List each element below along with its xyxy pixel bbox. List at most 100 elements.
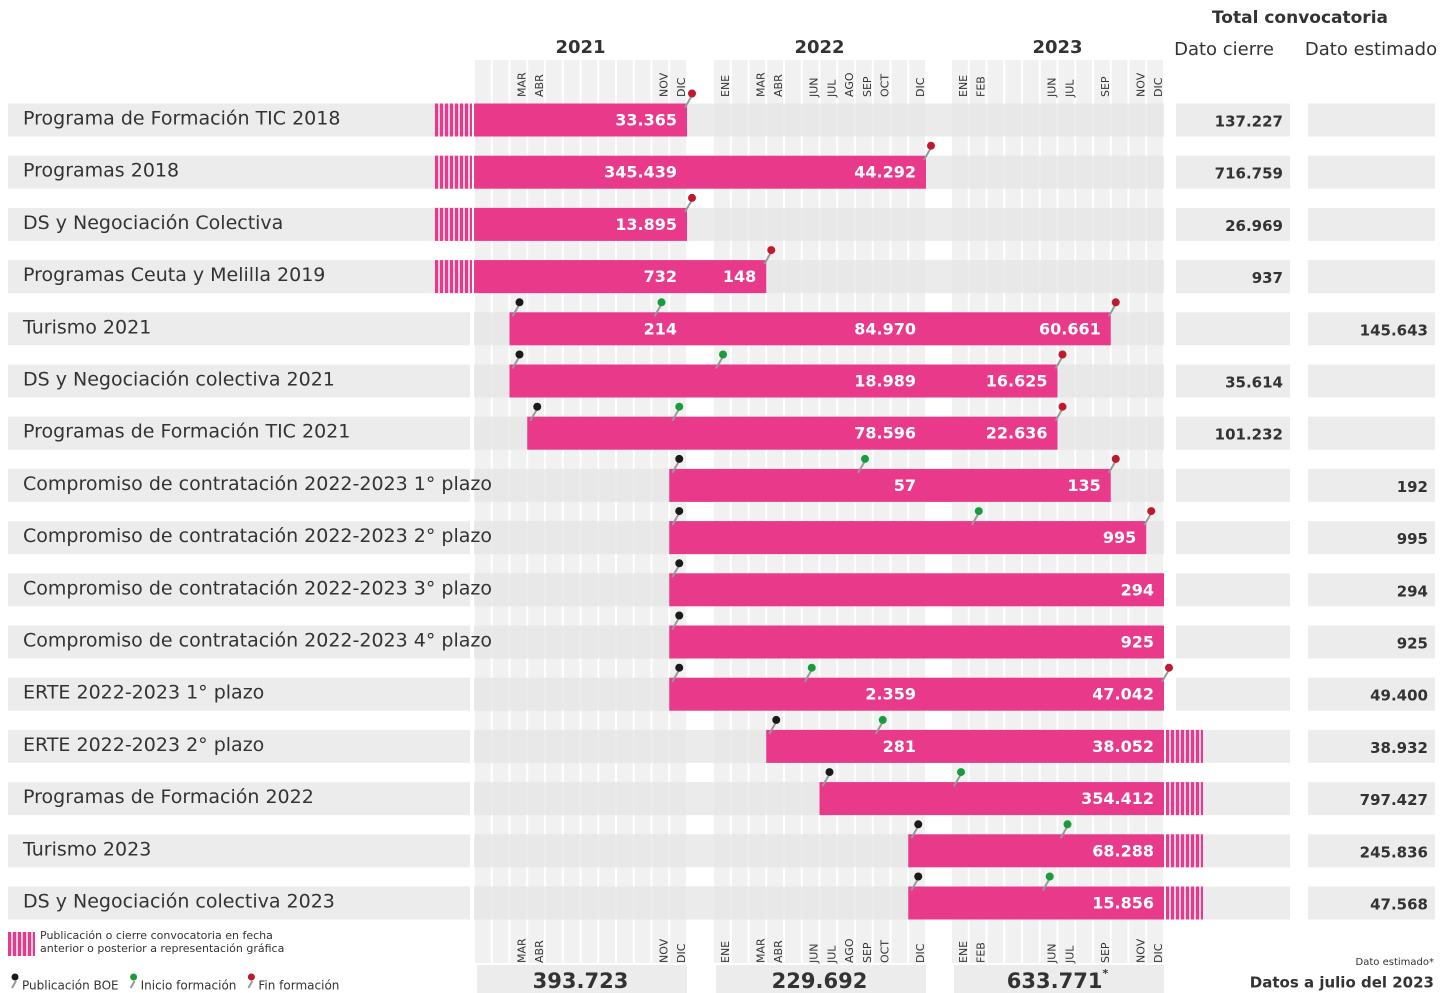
month-label-top: SEP — [1099, 76, 1112, 97]
row-label: ERTE 2022-2023 1° plazo — [23, 682, 264, 704]
closed-cell — [1176, 625, 1290, 659]
marker-publicacion — [675, 663, 684, 672]
year-total: 229.692 — [772, 969, 868, 993]
marker-inicio — [807, 663, 816, 672]
marker-pin — [671, 408, 681, 422]
marker-inicio — [1063, 820, 1072, 829]
segment-label: 281 — [883, 737, 916, 756]
month-label-top: JUL — [825, 79, 838, 98]
month-column — [873, 60, 890, 963]
row-label-band — [8, 103, 470, 137]
month-label-top: JUN — [1046, 77, 1059, 98]
bar-segment — [926, 416, 1058, 450]
closed-cell — [1176, 207, 1290, 241]
marker-publicacion — [675, 611, 684, 620]
bar-segment — [527, 416, 926, 450]
segment-label: 47.042 — [1092, 685, 1154, 704]
month-column — [987, 60, 1004, 963]
estimated-value: 925 — [1397, 635, 1428, 653]
row-label-band — [8, 468, 470, 502]
closed-cell — [1176, 364, 1290, 398]
month-column — [731, 60, 748, 963]
month-column — [820, 60, 837, 963]
month-column — [785, 60, 801, 963]
marker-publicacion — [515, 350, 524, 359]
bar-segment — [766, 729, 926, 763]
month-column — [1005, 60, 1021, 963]
row-label-band — [8, 782, 470, 816]
row-label: Programas 2018 — [23, 160, 179, 182]
estimated-value: 145.643 — [1360, 321, 1428, 339]
marker-publicacion — [914, 872, 923, 881]
month-label-bottom: SEP — [1099, 942, 1112, 963]
marker-fin — [927, 141, 935, 150]
marker-inicio — [719, 350, 727, 359]
month-label-bottom: NOV — [657, 938, 670, 963]
month-label-bottom: ABR — [533, 940, 546, 963]
month-column — [581, 60, 598, 963]
month-label-bottom: JUN — [1046, 943, 1059, 964]
closed-cell — [1176, 260, 1290, 294]
segment-label: 925 — [1121, 633, 1154, 652]
month-column — [802, 60, 819, 963]
estimated-value: 38.932 — [1370, 739, 1428, 757]
marker-fin — [1058, 402, 1067, 411]
estimated-cell — [1308, 155, 1435, 189]
month-label-top: MAR — [754, 72, 767, 97]
marker-pin — [910, 877, 920, 892]
month-column — [856, 60, 872, 963]
month-label-bottom: JUL — [825, 945, 838, 964]
month-column — [510, 60, 527, 963]
estimated-cell — [1308, 729, 1435, 763]
row-label-band — [8, 521, 470, 555]
marker-inicio — [1045, 872, 1054, 881]
segment-label: 148 — [723, 267, 756, 286]
segment-label: 294 — [1121, 580, 1154, 599]
segment-label: 57 — [894, 476, 916, 495]
closed-cell — [1176, 155, 1290, 189]
row-label-band — [8, 573, 470, 607]
marker-pin — [874, 721, 884, 735]
month-label-bottom: ENE — [719, 941, 732, 963]
estimated-cell — [1308, 573, 1435, 607]
month-label-bottom: DIC — [675, 943, 688, 963]
estimated-value: 294 — [1397, 582, 1428, 600]
marker-publicacion — [825, 768, 834, 777]
estimated-cell — [1308, 260, 1435, 294]
legend-hatch-text: Publicación o cierre convocatoria en fec… — [40, 929, 285, 955]
month-label-top: DIC — [675, 77, 688, 97]
month-label-bottom: DIC — [914, 943, 927, 963]
legend-pin — [247, 980, 254, 989]
month-column — [767, 60, 783, 963]
legend-marker — [11, 973, 19, 981]
segment-label: 22.636 — [986, 424, 1048, 443]
bar-segment — [474, 207, 687, 241]
closed-cell — [1176, 573, 1290, 607]
month-column — [475, 60, 491, 963]
marker-pin — [923, 147, 932, 161]
estimated-value: 245.836 — [1360, 843, 1428, 861]
segment-label: 18.989 — [854, 372, 916, 391]
marker-pin — [653, 303, 663, 317]
estimated-cell — [1308, 207, 1435, 241]
marker-fin — [1058, 350, 1067, 359]
month-label-bottom: FEB — [975, 942, 988, 963]
estimated-cell — [1308, 364, 1435, 398]
marker-pin — [910, 825, 920, 839]
bar-segment — [908, 886, 1164, 920]
segment-label: 995 — [1103, 528, 1136, 547]
bar-segment — [687, 260, 767, 294]
marker-fin — [688, 193, 696, 202]
marker-pin — [715, 355, 724, 370]
bar-segment — [509, 364, 926, 398]
closed-cell — [1176, 416, 1290, 450]
month-column — [652, 60, 669, 963]
month-label-top: NOV — [657, 72, 670, 97]
month-label-bottom: ABR — [772, 940, 785, 963]
year-total: 393.723 — [533, 969, 629, 993]
row-label: DS y Negociación colectiva 2023 — [23, 891, 335, 913]
marker-publicacion — [675, 507, 684, 516]
marker-fin — [1147, 507, 1156, 516]
marker-pin — [953, 773, 962, 787]
row-label: DS y Negociación Colectiva — [23, 212, 283, 234]
